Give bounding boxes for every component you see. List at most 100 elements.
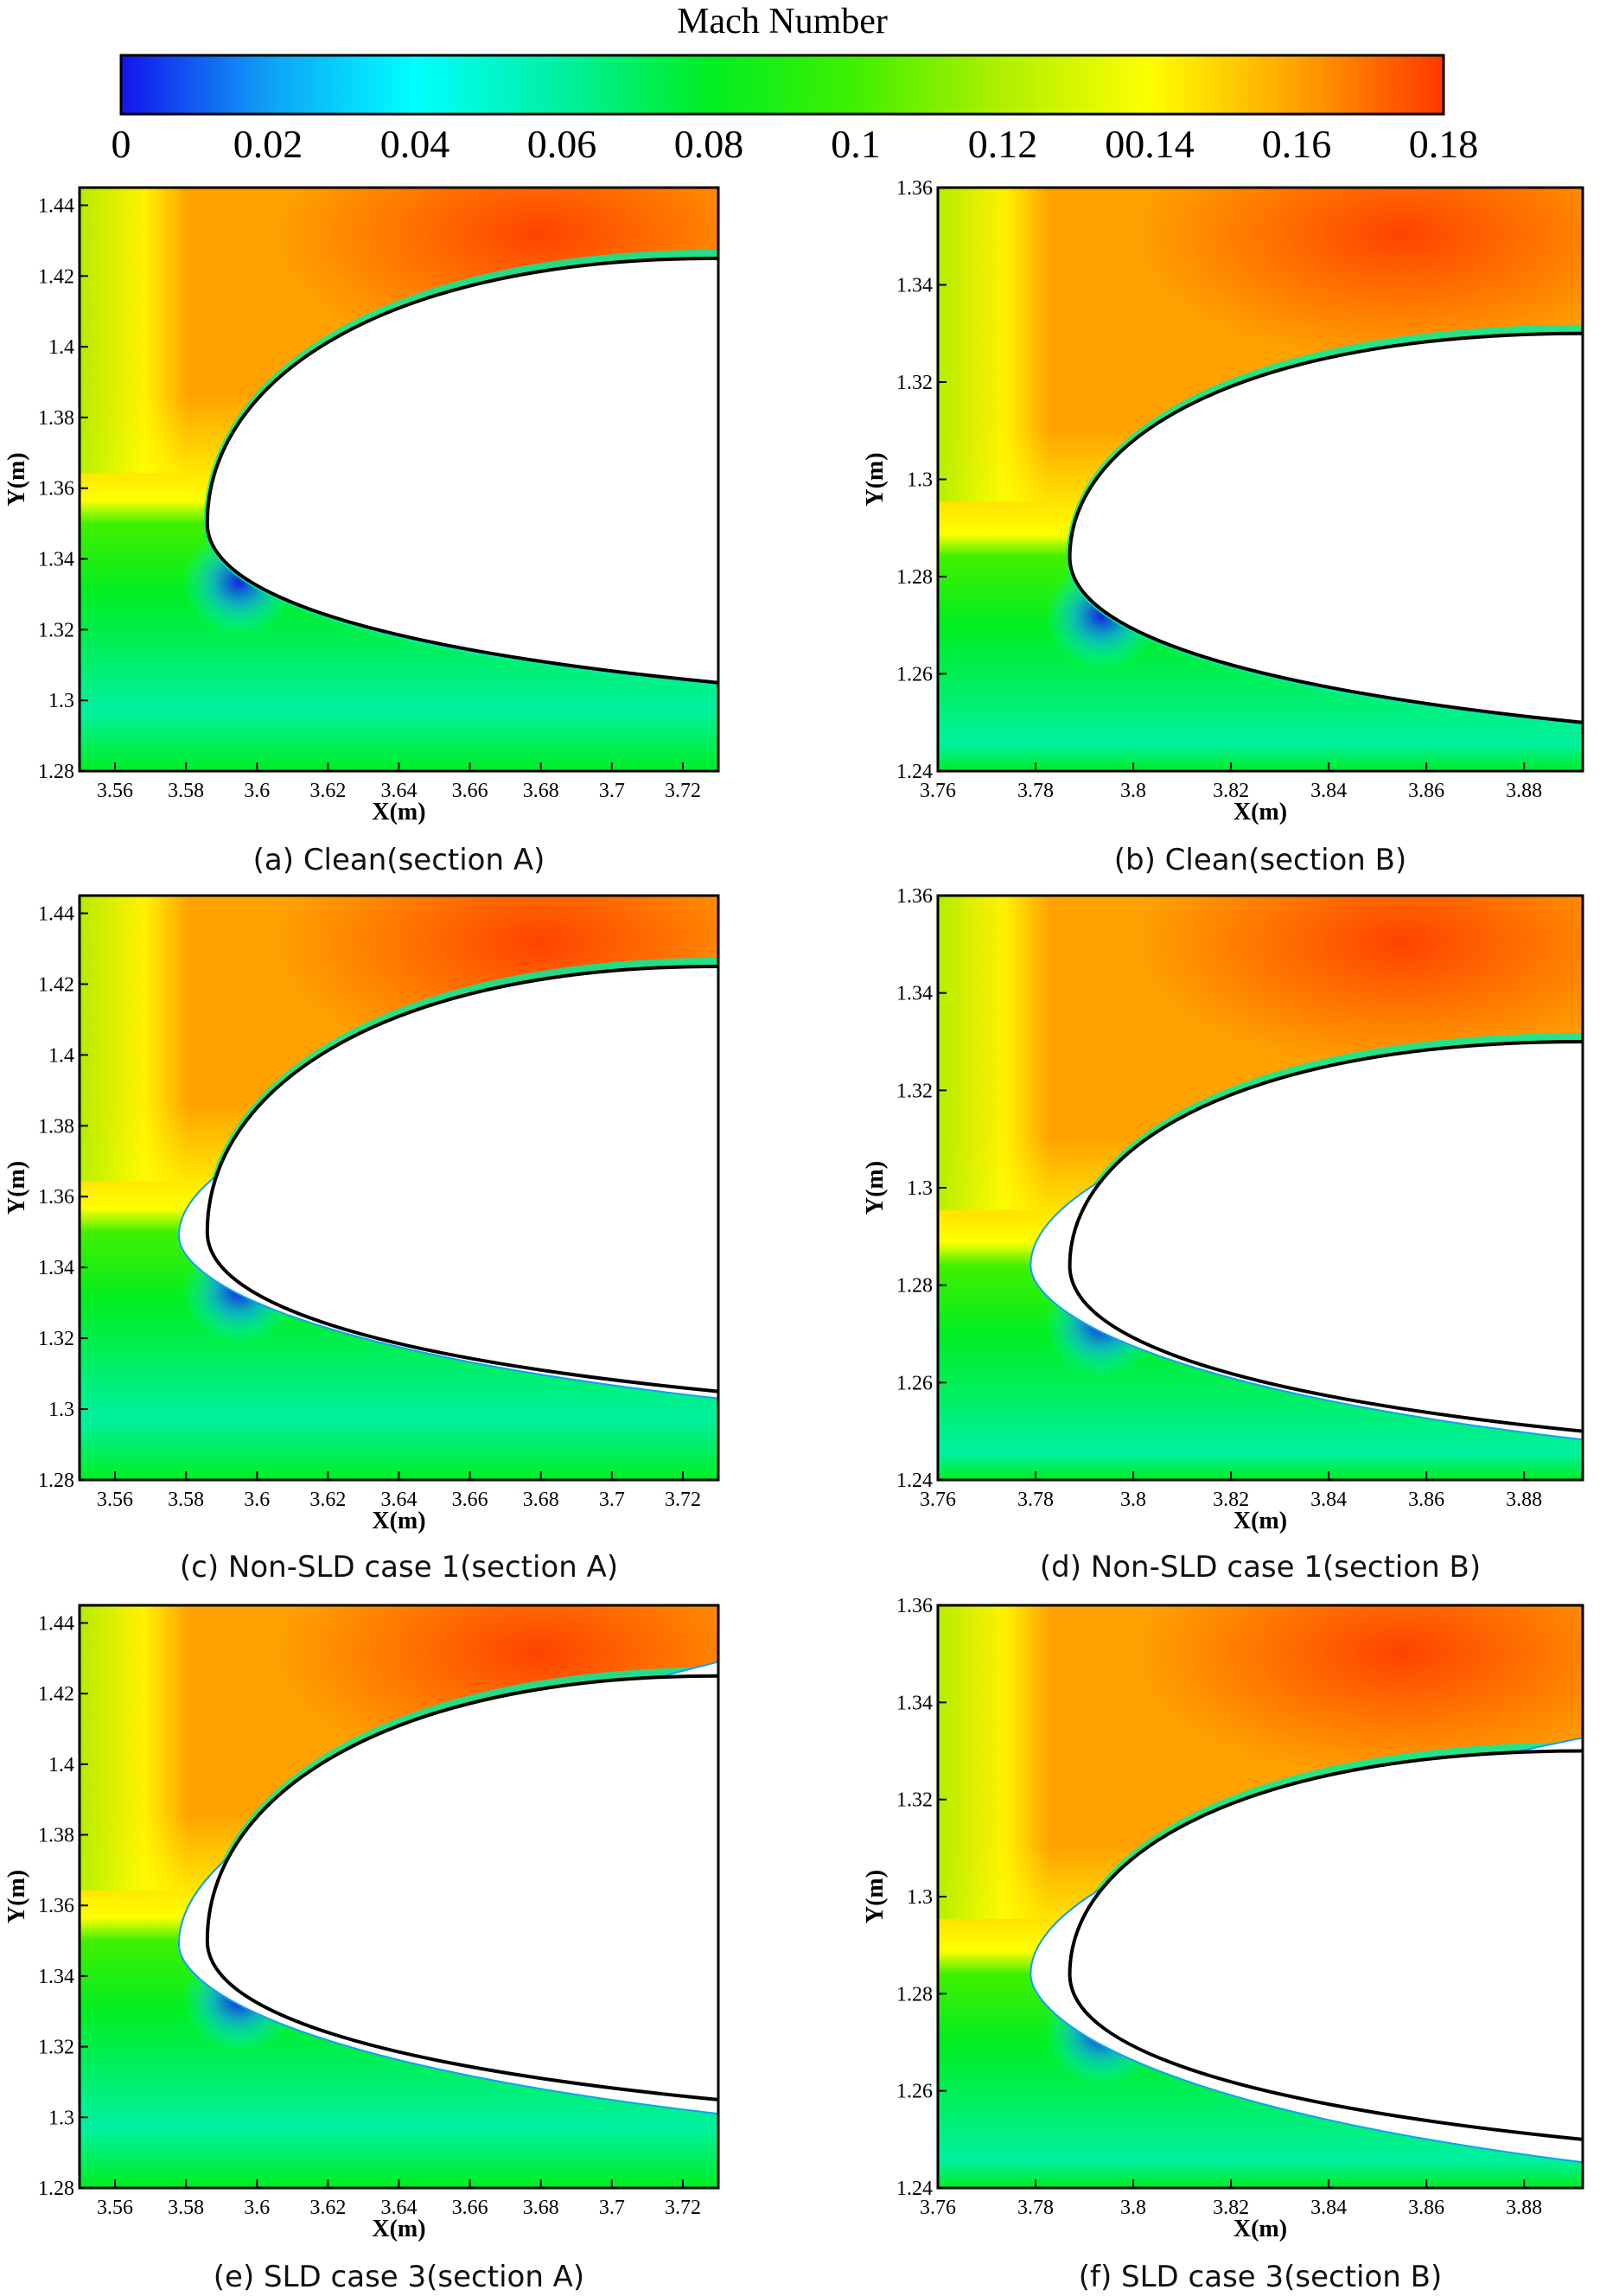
x-tick-label: 3.64 [381, 1489, 418, 1511]
y-tick-label: 1.4 [48, 336, 74, 359]
x-tick-label: 3.72 [665, 2197, 701, 2219]
y-axis-label: Y(m) [862, 1870, 889, 1923]
y-axis-label: Y(m) [3, 1870, 30, 1923]
y-tick-label: 1.32 [38, 619, 74, 641]
y-tick-label: 1.36 [896, 885, 933, 908]
x-tick-label: 3.84 [1310, 1489, 1347, 1511]
x-tick-label: 3.82 [1213, 2197, 1249, 2219]
y-tick-label: 1.28 [38, 2178, 74, 2200]
plot-area [80, 1605, 718, 2188]
freestream-band [938, 896, 1050, 1210]
colorbar-tick-label: 0.02 [233, 122, 303, 166]
freestream-band [80, 1605, 188, 1891]
x-tick-label: 3.66 [452, 1489, 488, 1511]
panel-caption: (a) Clean(section A) [253, 843, 545, 877]
chart-panel: 3.56 3.58 3.6 3.62 3.64 3.66 3.68 3.7 3.72 1.28 1.… [3, 1604, 720, 2294]
y-tick-label: 1.28 [896, 566, 933, 589]
y-tick-label: 1.44 [38, 1612, 74, 1635]
x-tick-label: 3.58 [168, 2197, 204, 2219]
x-tick-label: 3.68 [523, 2197, 559, 2219]
x-tick-label: 3.76 [920, 780, 956, 802]
x-tick-label: 3.72 [665, 780, 701, 802]
y-tick-label: 1.34 [896, 983, 933, 1005]
y-tick-label: 1.42 [38, 265, 74, 288]
freestream-band [938, 188, 1050, 502]
panel-caption: (d) Non-SLD case 1(section B) [1040, 1550, 1481, 1585]
y-tick-label: 1.38 [38, 407, 74, 430]
y-tick-label: 1.26 [896, 664, 933, 686]
x-axis-label: X(m) [1233, 799, 1287, 826]
chart-panel: 3.56 3.58 3.6 3.62 3.64 3.66 3.68 3.7 3.72 1.28 1.… [3, 894, 720, 1585]
x-tick-label: 3.84 [1310, 2197, 1347, 2219]
x-tick-label: 3.68 [523, 780, 559, 802]
high-mach-zone [1131, 188, 1583, 363]
y-tick-label: 1.34 [38, 549, 74, 571]
x-axis-label: X(m) [372, 2216, 425, 2242]
x-tick-label: 3.76 [920, 2197, 956, 2219]
y-tick-label: 1.36 [38, 478, 74, 501]
x-tick-label: 3.66 [452, 2197, 488, 2219]
plot-area [938, 1605, 1583, 2188]
x-tick-label: 3.86 [1408, 780, 1444, 802]
y-tick-label: 1.32 [38, 2037, 74, 2059]
colorbar-tick-label: 0.04 [380, 122, 450, 166]
y-tick-label: 1.3 [48, 1399, 74, 1421]
x-tick-label: 3.56 [97, 1489, 133, 1511]
airfoil-outline [1068, 1749, 1583, 2141]
colorbar-tick-label: 0.12 [968, 122, 1038, 166]
colorbar-tick-label: 00.14 [1105, 122, 1195, 166]
x-tick-label: 3.7 [599, 2197, 625, 2219]
x-tick-label: 3.76 [920, 1489, 956, 1511]
chart-panel: 3.56 3.58 3.6 3.62 3.64 3.66 3.68 3.7 3.72 1.28 1.… [3, 186, 720, 877]
x-tick-label: 3.8 [1120, 2197, 1146, 2219]
x-tick-label: 3.88 [1506, 2197, 1542, 2219]
contour-panels: 3.56 3.58 3.6 3.62 3.64 3.66 3.68 3.7 3.72 1.28 1.… [3, 177, 1584, 2294]
airfoil-outline [1068, 1040, 1583, 1433]
x-tick-label: 3.66 [452, 780, 488, 802]
y-axis-label: Y(m) [3, 1161, 30, 1215]
y-tick-label: 1.34 [896, 275, 933, 297]
y-tick-label: 1.24 [896, 761, 933, 783]
colorbar-tick-label: 0.18 [1409, 122, 1479, 166]
x-tick-label: 3.6 [244, 1489, 270, 1511]
y-tick-label: 1.32 [38, 1328, 74, 1350]
chart-panel: 3.76 3.78 3.8 3.82 3.84 3.86 3.88 1.24 1.26 1.28 1… [862, 177, 1584, 877]
x-tick-label: 3.64 [381, 780, 418, 802]
panel-caption: (e) SLD case 3(section A) [214, 2260, 584, 2294]
airfoil-outline [205, 256, 718, 685]
colorbar-tick-label: 0.08 [674, 122, 744, 166]
x-tick-label: 3.72 [665, 1489, 701, 1511]
x-tick-label: 3.82 [1213, 780, 1249, 802]
chart-panel: 3.76 3.78 3.8 3.82 3.84 3.86 3.88 1.24 1.26 1.28 1… [862, 885, 1584, 1585]
colorbar-tick-label: 0 [112, 122, 131, 166]
x-tick-label: 3.88 [1506, 1489, 1542, 1511]
x-tick-label: 3.64 [381, 2197, 418, 2219]
x-axis-label: X(m) [1233, 2216, 1287, 2242]
x-tick-label: 3.6 [244, 2197, 270, 2219]
x-tick-label: 3.56 [97, 780, 133, 802]
panel-caption: (b) Clean(section B) [1114, 843, 1407, 877]
y-tick-label: 1.24 [896, 1470, 933, 1492]
colorbar-title: Mach Number [677, 2, 888, 41]
y-tick-label: 1.28 [896, 1983, 933, 2006]
y-tick-label: 1.3 [907, 1886, 933, 1909]
airfoil-outline [205, 964, 718, 1394]
y-tick-label: 1.26 [896, 2081, 933, 2103]
y-tick-label: 1.34 [38, 1966, 74, 1988]
airfoil-outline [205, 1674, 718, 2101]
y-tick-label: 1.26 [896, 1372, 933, 1394]
high-mach-zone [1131, 896, 1583, 1071]
colorbar-tick-label: 0.16 [1262, 122, 1332, 166]
x-tick-label: 3.62 [309, 1489, 346, 1511]
colorbar-tick-label: 0.06 [527, 122, 597, 166]
x-tick-label: 3.58 [168, 1489, 204, 1511]
y-tick-label: 1.3 [48, 690, 74, 712]
plot-area [80, 896, 718, 1480]
x-axis-label: X(m) [372, 1508, 425, 1534]
freestream-band [80, 188, 188, 474]
freestream-band [80, 896, 188, 1182]
x-tick-label: 3.86 [1408, 2197, 1444, 2219]
airfoil-outline [1068, 331, 1583, 724]
x-tick-label: 3.58 [168, 780, 204, 802]
y-tick-label: 1.36 [896, 1595, 933, 1617]
